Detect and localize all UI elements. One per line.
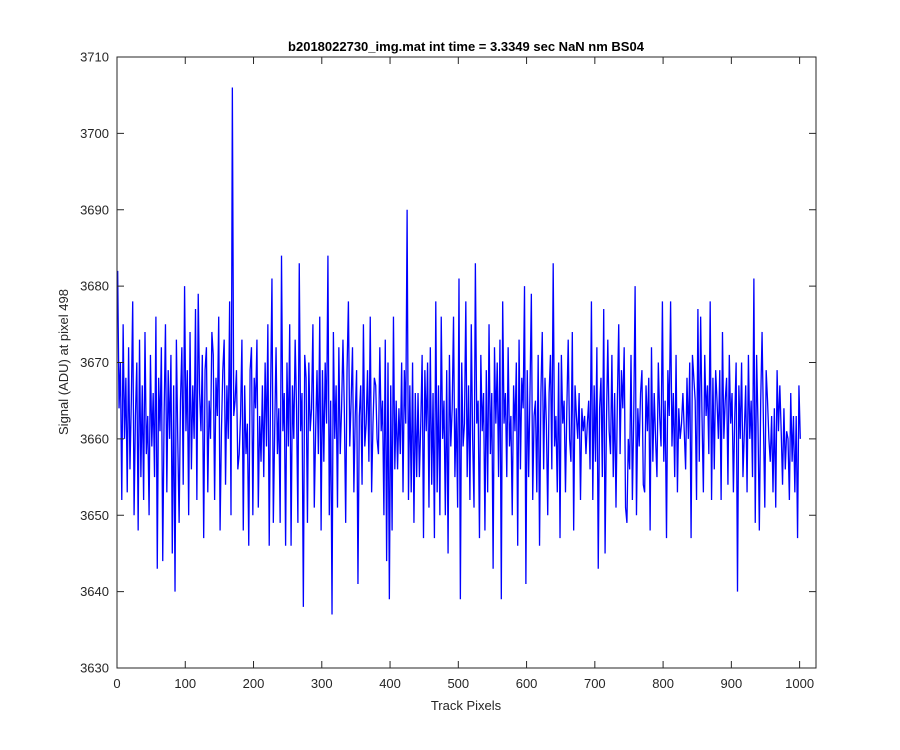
x-axis-label: Track Pixels: [431, 698, 502, 713]
chart-title: b2018022730_img.mat int time = 3.3349 se…: [288, 39, 645, 54]
series-line: [117, 87, 801, 615]
x-tick-label: 300: [311, 676, 333, 691]
x-tick-label: 500: [447, 676, 469, 691]
y-tick-label: 3640: [80, 584, 109, 599]
x-tick-label: 600: [516, 676, 538, 691]
y-tick-label: 3700: [80, 126, 109, 141]
y-tick-label: 3630: [80, 661, 109, 676]
y-axis-label: Signal (ADU) at pixel 498: [56, 289, 71, 435]
x-tick-label: 0: [113, 676, 120, 691]
x-tick-label: 400: [379, 676, 401, 691]
plot-area-frame: [116, 56, 817, 669]
x-tick-label: 100: [174, 676, 196, 691]
y-tick-label: 3650: [80, 508, 109, 523]
x-tick-label: 700: [584, 676, 606, 691]
x-tick-label: 900: [721, 676, 743, 691]
x-tick-label: 1000: [785, 676, 814, 691]
y-tick-label: 3680: [80, 279, 109, 294]
y-tick-label: 3660: [80, 431, 109, 446]
y-tick-label: 3670: [80, 355, 109, 370]
y-tick-label: 3710: [80, 50, 109, 65]
x-tick-label: 800: [652, 676, 674, 691]
y-tick-label: 3690: [80, 202, 109, 217]
x-tick-label: 200: [243, 676, 265, 691]
